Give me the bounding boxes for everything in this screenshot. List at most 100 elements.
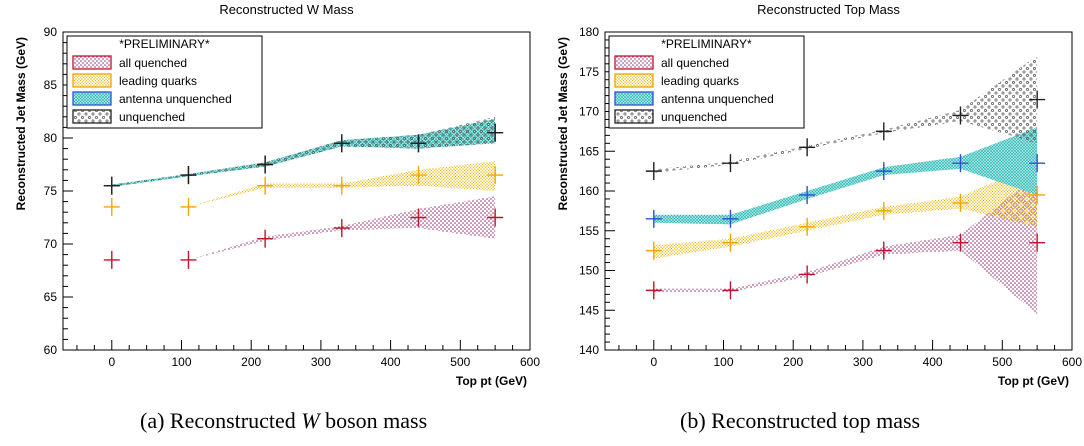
x-tick-label: 500	[450, 355, 470, 369]
y-tick-label: 80	[44, 131, 58, 145]
marker-unquenched	[799, 138, 816, 157]
marker-unquenched	[952, 106, 969, 125]
marker-leading-quarks	[180, 197, 197, 216]
marker-leading-quarks	[333, 176, 350, 195]
chart-top-mass: Reconstructed Top Mass 0 100 200 300 400 500 60…	[556, 2, 1082, 388]
band-all-quenched	[111, 196, 496, 260]
marker-unquenched	[257, 155, 274, 174]
marker-unquenched	[333, 134, 350, 153]
x-tick-label: 100	[713, 355, 733, 369]
marker-all-quenched	[410, 208, 427, 227]
x-axis-label: Top pt (GeV)	[456, 374, 527, 388]
legend-swatch	[614, 109, 654, 124]
y-axis-label: Reconstructed Jet Mass (GeV)	[556, 37, 570, 210]
legend-entry: unquenched	[661, 110, 727, 124]
legend-entry: all quenched	[119, 56, 187, 70]
x-tick-label: 300	[853, 355, 873, 369]
x-tick-label: 0	[650, 355, 657, 369]
x-tick-label: 600	[520, 355, 540, 369]
legend-swatch	[614, 55, 654, 70]
legend-swatch	[72, 91, 112, 106]
marker-all-quenched	[722, 281, 739, 300]
x-tick-label: 100	[171, 355, 191, 369]
y-tick-label: 180	[579, 25, 599, 39]
x-axis-label: Top pt (GeV)	[998, 374, 1069, 388]
y-tick-label: 145	[579, 303, 599, 317]
marker-unquenched	[103, 176, 120, 195]
marker-leading-quarks	[799, 217, 816, 236]
chart-title: Reconstructed Top Mass	[757, 2, 900, 17]
x-tick-label: 400	[923, 355, 943, 369]
y-axis-label: Reconstructed Jet Mass (GeV)	[14, 37, 28, 210]
legend-swatch	[614, 73, 654, 88]
marker-leading-quarks	[722, 233, 739, 252]
legend-header: *PRELIMINARY*	[661, 37, 752, 51]
marker-unquenched	[487, 123, 504, 142]
marker-leading-quarks	[410, 166, 427, 185]
x-tick-label: 300	[311, 355, 331, 369]
caption-b: (b) Reconstructed top mass	[680, 408, 920, 434]
chart-w-mass: Reconstructed W Mass 0 100 200 300 400 500 600 6…	[14, 2, 540, 388]
marker-unquenched	[875, 122, 892, 141]
marker-all-quenched	[1029, 233, 1046, 252]
x-tick-label: 600	[1062, 355, 1082, 369]
legend-entry: leading quarks	[119, 74, 197, 88]
legend-swatch	[72, 55, 112, 70]
marker-leading-quarks	[952, 193, 969, 212]
marker-antenna-unquenched	[645, 209, 662, 228]
marker-antenna-unquenched	[875, 162, 892, 181]
marker-all-quenched	[645, 281, 662, 300]
marker-all-quenched	[952, 233, 969, 252]
x-tick-label: 500	[992, 355, 1012, 369]
marker-all-quenched	[103, 250, 120, 269]
marker-leading-quarks	[257, 176, 274, 195]
marker-all-quenched	[799, 265, 816, 284]
marker-unquenched	[180, 166, 197, 185]
band-unquenched	[111, 116, 496, 187]
band-leading-quarks	[653, 163, 1038, 259]
caption-a-text: (a) Reconstructed	[140, 408, 302, 433]
legend-swatch	[72, 109, 112, 124]
marker-all-quenched	[487, 208, 504, 227]
y-tick-label: 70	[44, 237, 58, 251]
marker-unquenched	[1029, 90, 1046, 109]
y-tick-label: 75	[44, 184, 58, 198]
y-tick-label: 170	[579, 105, 599, 119]
band-leading-quarks	[111, 161, 496, 207]
y-tick-label: 90	[44, 25, 58, 39]
marker-unquenched	[722, 154, 739, 173]
y-tick-label: 160	[579, 184, 599, 198]
chart-title: Reconstructed W Mass	[219, 2, 354, 17]
marker-all-quenched	[180, 250, 197, 269]
marker-antenna-unquenched	[722, 209, 739, 228]
marker-antenna-unquenched	[799, 185, 816, 204]
legend-entry: antenna unquenched	[661, 92, 774, 106]
marker-leading-quarks	[103, 197, 120, 216]
x-tick-label: 200	[241, 355, 261, 369]
marker-leading-quarks	[1029, 185, 1046, 204]
legend-header: *PRELIMINARY*	[119, 37, 210, 51]
legend-swatch	[72, 73, 112, 88]
marker-all-quenched	[257, 229, 274, 248]
legend-entry: unquenched	[119, 110, 185, 124]
y-tick-label: 65	[44, 290, 58, 304]
legend-entry: antenna unquenched	[119, 92, 232, 106]
x-tick-label: 400	[381, 355, 401, 369]
y-tick-label: 85	[44, 78, 58, 92]
x-tick-label: 0	[108, 355, 115, 369]
legend-entry: leading quarks	[661, 74, 739, 88]
marker-antenna-unquenched	[1029, 154, 1046, 173]
caption-a-symbol: W	[301, 408, 320, 433]
y-tick-label: 150	[579, 264, 599, 278]
x-tick-label: 200	[783, 355, 803, 369]
marker-leading-quarks	[875, 201, 892, 220]
marker-antenna-unquenched	[952, 154, 969, 173]
legend-entry: all quenched	[661, 56, 729, 70]
marker-leading-quarks	[487, 166, 504, 185]
y-tick-label: 60	[44, 343, 58, 357]
y-tick-label: 175	[579, 65, 599, 79]
legend-swatch	[614, 91, 654, 106]
caption-a: (a) Reconstructed W boson mass	[140, 408, 427, 434]
y-tick-label: 165	[579, 144, 599, 158]
